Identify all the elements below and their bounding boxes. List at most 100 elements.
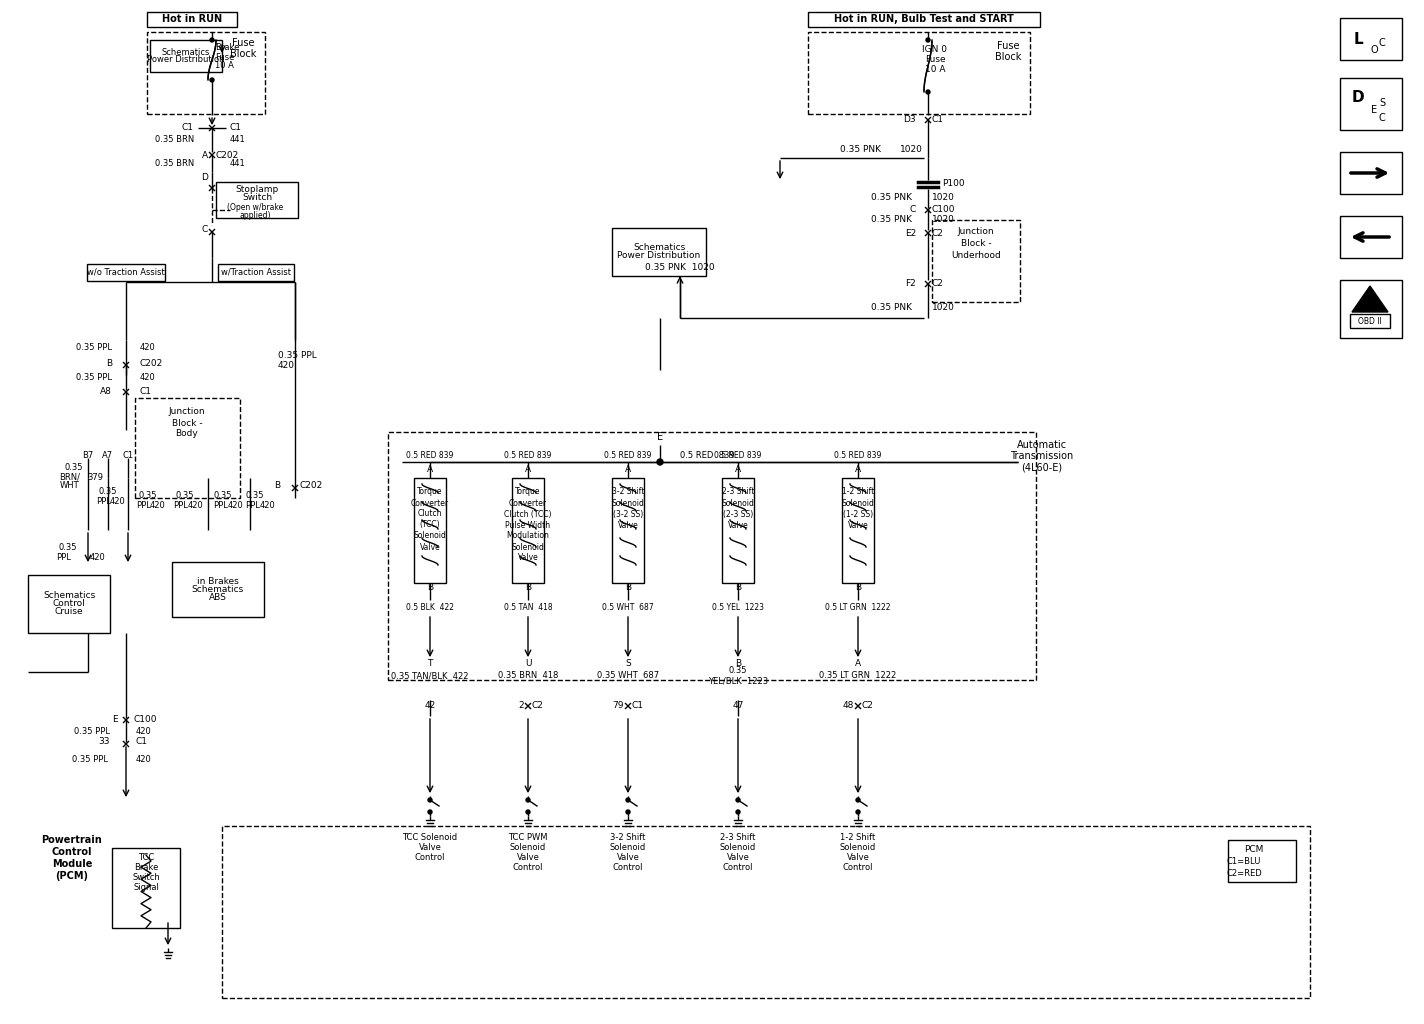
Text: Clutch (TCC): Clutch (TCC): [504, 510, 551, 518]
Text: Valve: Valve: [846, 853, 870, 862]
Text: 10 A: 10 A: [924, 66, 946, 75]
Text: B: B: [854, 583, 862, 592]
Text: Fuse: Fuse: [232, 38, 255, 48]
Text: 420: 420: [137, 726, 152, 735]
Text: C: C: [910, 206, 916, 214]
Text: 0.35 BRN  418: 0.35 BRN 418: [498, 672, 558, 681]
Text: Valve: Valve: [617, 853, 639, 862]
Text: 3-2 Shift: 3-2 Shift: [612, 487, 644, 497]
Text: 2-3 Shift: 2-3 Shift: [721, 834, 756, 843]
Text: D3: D3: [903, 116, 916, 125]
Circle shape: [627, 798, 629, 802]
Text: Brake: Brake: [215, 43, 239, 52]
Text: 0.5 YEL  1223: 0.5 YEL 1223: [712, 603, 765, 612]
Text: Valve: Valve: [728, 520, 749, 529]
Text: Solenoid: Solenoid: [840, 844, 876, 853]
Text: 3-2 Shift: 3-2 Shift: [611, 834, 645, 843]
Text: Torque: Torque: [515, 487, 541, 497]
Text: S: S: [1378, 98, 1386, 108]
Text: 420: 420: [150, 501, 165, 510]
Text: C202: C202: [140, 358, 164, 368]
Text: 420: 420: [140, 343, 155, 352]
Text: B: B: [105, 358, 112, 368]
Text: 420: 420: [90, 554, 105, 562]
Text: 0.35: 0.35: [64, 464, 83, 472]
Bar: [1340, 152, 1403, 194]
Text: w/Traction Assist: w/Traction Assist: [221, 267, 290, 276]
Text: 0.35: 0.35: [98, 487, 117, 497]
Text: Block: Block: [995, 52, 1021, 62]
Text: Converter: Converter: [508, 499, 547, 508]
Text: C2: C2: [931, 228, 944, 238]
Text: B: B: [525, 583, 531, 592]
Text: Module: Module: [51, 859, 93, 869]
Text: 0.35 PPL: 0.35 PPL: [74, 726, 110, 735]
Text: E2: E2: [904, 228, 916, 238]
Text: U: U: [525, 658, 531, 668]
Text: 0.35 BRN: 0.35 BRN: [155, 135, 194, 144]
Text: A: A: [854, 658, 862, 668]
Text: ABS: ABS: [209, 593, 226, 602]
Text: 0.35 BRN: 0.35 BRN: [155, 159, 194, 168]
Text: 0.35 PPL: 0.35 PPL: [278, 350, 316, 359]
Text: Hot in RUN, Bulb Test and START: Hot in RUN, Bulb Test and START: [834, 14, 1014, 24]
Text: applied): applied): [239, 211, 271, 219]
Text: Signal: Signal: [132, 884, 159, 893]
Text: Power Distribution: Power Distribution: [618, 252, 701, 260]
Circle shape: [856, 810, 860, 814]
Text: 0.5 WHT  687: 0.5 WHT 687: [602, 603, 654, 612]
Text: Solenoid: Solenoid: [721, 844, 756, 853]
Text: Control: Control: [612, 863, 644, 872]
Text: B: B: [735, 658, 740, 668]
Text: C1: C1: [122, 451, 134, 460]
Bar: [112, 848, 179, 928]
Text: A: A: [525, 466, 531, 474]
Text: 420: 420: [140, 374, 155, 383]
Text: C1: C1: [632, 701, 644, 711]
Text: (4L60-E): (4L60-E): [1021, 462, 1062, 472]
Bar: [1350, 314, 1390, 328]
Text: 0.35 PPL: 0.35 PPL: [75, 343, 112, 352]
Text: Valve: Valve: [518, 554, 538, 562]
Bar: [1227, 840, 1296, 882]
Bar: [1340, 216, 1403, 258]
Bar: [1340, 18, 1403, 60]
Text: 10 A: 10 A: [215, 61, 234, 71]
Text: Junction: Junction: [168, 408, 205, 417]
Text: Transmission: Transmission: [1011, 451, 1074, 461]
Text: C: C: [1378, 38, 1386, 48]
Text: (1-2 SS): (1-2 SS): [843, 510, 873, 518]
Text: C1: C1: [931, 116, 944, 125]
Text: Control: Control: [723, 863, 753, 872]
Circle shape: [926, 90, 930, 94]
Text: A7: A7: [103, 451, 114, 460]
Text: Body: Body: [175, 429, 198, 438]
Text: Automatic: Automatic: [1017, 440, 1067, 450]
Text: B: B: [427, 583, 433, 592]
Bar: [28, 575, 110, 633]
Text: 1-2 Shift: 1-2 Shift: [840, 834, 876, 843]
Text: Pulse Width: Pulse Width: [506, 520, 551, 529]
Text: TCC: TCC: [138, 853, 154, 862]
Text: Schematics: Schematics: [192, 585, 244, 594]
Bar: [1340, 78, 1403, 130]
Text: E: E: [1371, 105, 1377, 115]
Text: 0.5 RED 839: 0.5 RED 839: [406, 451, 454, 460]
Bar: [172, 562, 263, 617]
Circle shape: [656, 459, 664, 465]
Text: D: D: [1351, 90, 1364, 105]
Text: A8: A8: [100, 387, 112, 396]
Circle shape: [926, 38, 930, 42]
Text: Control: Control: [513, 863, 543, 872]
Text: 0.35: 0.35: [175, 492, 194, 501]
Text: 1020: 1020: [931, 303, 956, 312]
Text: Solenoid: Solenoid: [510, 844, 547, 853]
Text: 420: 420: [261, 501, 276, 510]
Text: 0.5 LT GRN  1222: 0.5 LT GRN 1222: [826, 603, 891, 612]
Text: 0.35
YEL/BLK  1223: 0.35 YEL/BLK 1223: [708, 667, 768, 686]
Text: Schematics: Schematics: [632, 244, 685, 253]
Text: C100: C100: [931, 206, 956, 214]
Text: Stoplamp: Stoplamp: [235, 184, 279, 194]
Text: Power Distribution: Power Distribution: [147, 55, 225, 65]
Bar: [135, 398, 241, 498]
